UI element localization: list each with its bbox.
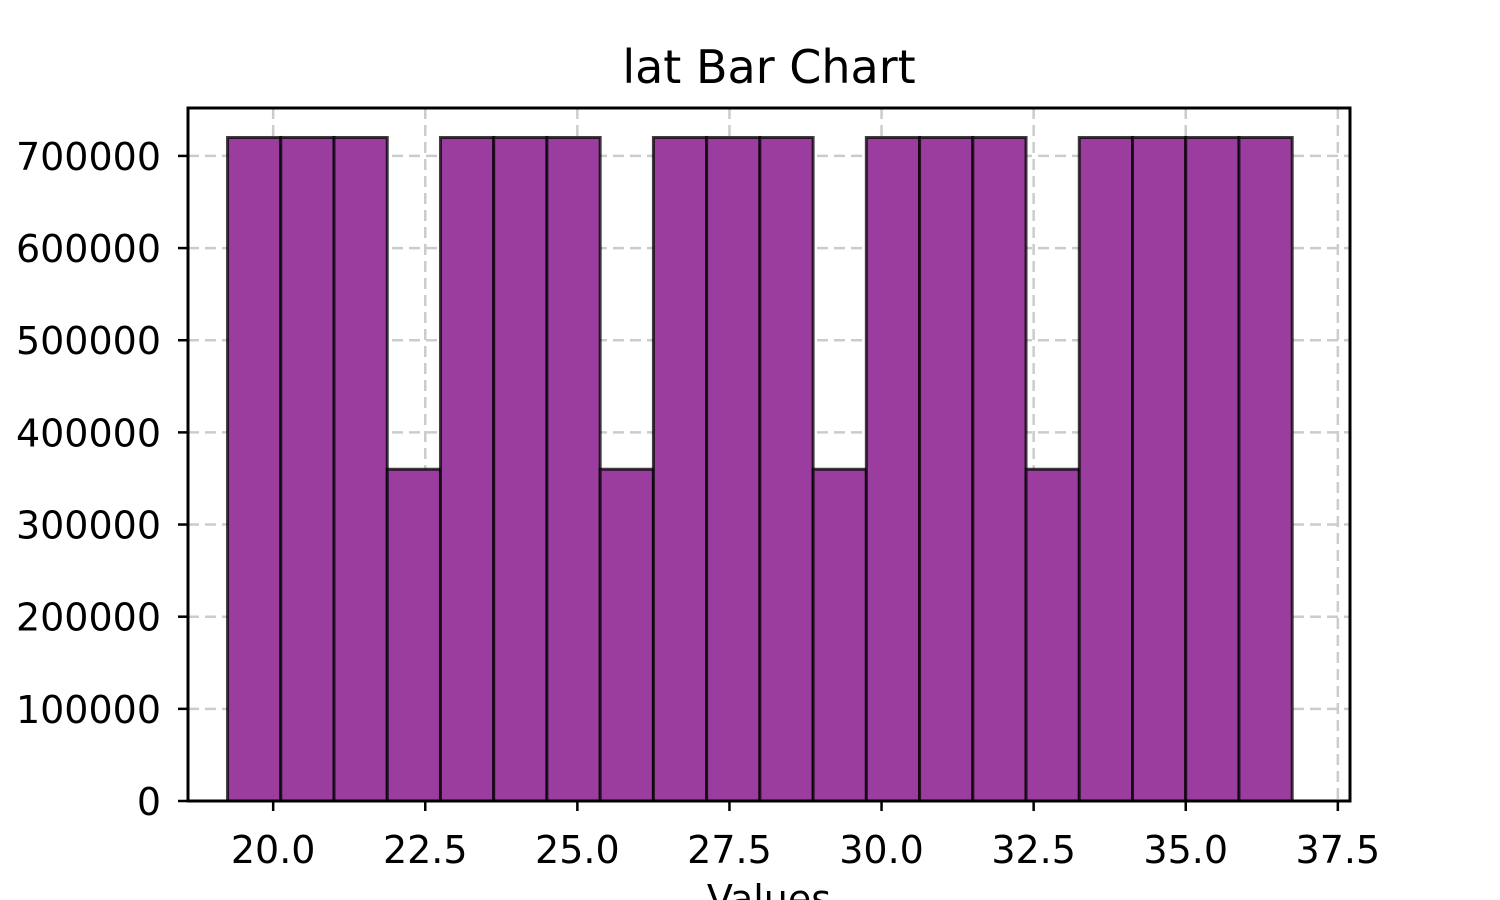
bar — [1077, 135, 1135, 803]
bar — [1237, 135, 1294, 803]
bar — [1184, 135, 1241, 803]
x-tick-label: 35.0 — [1143, 828, 1228, 872]
bar — [1024, 467, 1081, 803]
x-axis-label: Values — [707, 877, 831, 900]
y-tick-label: 100000 — [16, 688, 161, 732]
bar — [226, 135, 283, 803]
y-axis-ticks: 0 100000 200000 300000 400000 500000 600000 700… — [16, 135, 188, 824]
bar — [1131, 135, 1188, 803]
bar — [545, 135, 602, 803]
y-tick-label: 200000 — [16, 596, 161, 640]
bar — [492, 135, 549, 803]
bar — [864, 135, 922, 803]
x-tick-label: 27.5 — [687, 828, 772, 872]
x-axis-ticks: 20.0 22.5 25.0 27.5 30.0 32.5 35.0 37.5 — [231, 801, 1380, 872]
bar — [811, 467, 868, 803]
bar — [598, 467, 655, 803]
bar — [758, 135, 815, 803]
y-tick-label: 300000 — [16, 504, 161, 548]
x-tick-label: 32.5 — [991, 828, 1076, 872]
x-tick-label: 25.0 — [535, 828, 620, 872]
bar — [918, 135, 975, 803]
bar — [279, 135, 336, 803]
x-tick-label: 37.5 — [1296, 828, 1381, 872]
y-tick-label: 700000 — [16, 135, 161, 179]
plot-frame — [186, 106, 1352, 803]
chart-title: lat Bar Chart — [622, 40, 915, 94]
bar — [385, 467, 442, 803]
y-tick-label: 600000 — [16, 227, 161, 271]
bar — [971, 135, 1028, 803]
bar — [438, 135, 496, 803]
y-tick-label: 500000 — [16, 319, 161, 363]
bar — [332, 135, 389, 803]
x-tick-label: 22.5 — [383, 828, 468, 872]
x-tick-label: 20.0 — [231, 828, 316, 872]
y-tick-label: 0 — [137, 780, 161, 824]
x-tick-label: 30.0 — [839, 828, 924, 872]
bar — [705, 135, 762, 803]
bars — [226, 135, 1294, 803]
bar — [651, 135, 709, 803]
y-tick-label: 400000 — [16, 411, 161, 455]
